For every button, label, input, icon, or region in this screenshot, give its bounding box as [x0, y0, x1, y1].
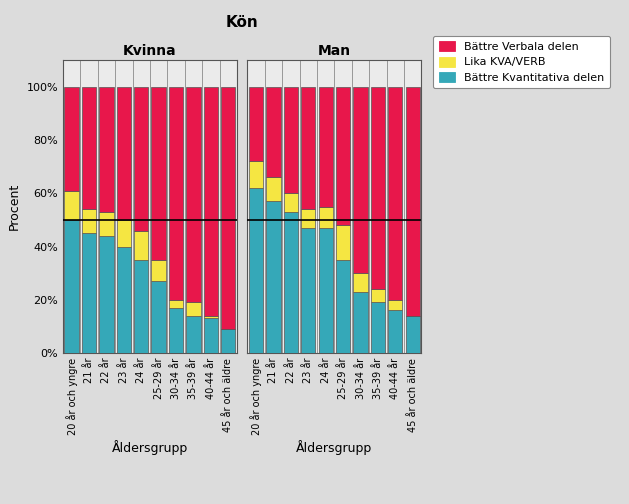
Bar — [64, 87, 79, 191]
Legend: Bättre Verbala delen, Lika KVA/VERB, Bättre Kvantitativa delen: Bättre Verbala delen, Lika KVA/VERB, Bät… — [433, 36, 610, 88]
Bar — [301, 228, 315, 353]
Bar — [318, 207, 333, 228]
Bar — [370, 87, 385, 289]
Bar — [64, 191, 79, 220]
Bar — [388, 300, 403, 310]
Bar — [284, 212, 298, 353]
Bar — [186, 302, 201, 316]
Y-axis label: Procent: Procent — [8, 183, 21, 230]
Bar — [99, 87, 114, 212]
Bar — [64, 220, 79, 353]
Bar — [169, 87, 183, 300]
Bar — [186, 87, 201, 302]
X-axis label: Åldersgrupp: Åldersgrupp — [296, 440, 372, 455]
Bar — [117, 87, 131, 220]
Bar — [406, 316, 420, 353]
Bar — [82, 87, 96, 209]
Bar — [353, 87, 367, 273]
Bar — [134, 87, 148, 230]
Bar — [221, 329, 235, 353]
Bar — [134, 230, 148, 260]
Bar — [152, 260, 166, 281]
Bar — [204, 87, 218, 316]
Title: Kvinna: Kvinna — [123, 44, 177, 58]
Bar — [82, 209, 96, 233]
Bar — [388, 310, 403, 353]
Bar — [186, 316, 201, 353]
Bar — [117, 246, 131, 353]
Bar — [169, 307, 183, 353]
Bar — [388, 87, 403, 300]
Bar — [249, 161, 263, 188]
Bar — [266, 177, 281, 201]
Bar — [318, 87, 333, 207]
X-axis label: Åldersgrupp: Åldersgrupp — [112, 440, 188, 455]
Bar — [301, 87, 315, 209]
Bar — [318, 228, 333, 353]
Bar — [284, 87, 298, 194]
Bar — [204, 318, 218, 353]
Bar — [169, 300, 183, 307]
Bar — [221, 87, 235, 329]
Bar — [301, 209, 315, 228]
Text: Kön: Kön — [226, 15, 259, 30]
Bar — [370, 289, 385, 302]
Bar — [370, 302, 385, 353]
Bar — [152, 87, 166, 260]
Bar — [117, 220, 131, 246]
Bar — [353, 273, 367, 292]
Bar — [152, 281, 166, 353]
Bar — [249, 188, 263, 353]
Bar — [266, 201, 281, 353]
Bar — [204, 316, 218, 318]
Bar — [336, 87, 350, 225]
Bar — [99, 236, 114, 353]
Bar — [266, 87, 281, 177]
Bar — [134, 260, 148, 353]
Bar — [406, 87, 420, 316]
Bar — [99, 212, 114, 236]
Bar — [336, 225, 350, 260]
Bar — [284, 194, 298, 212]
Bar — [249, 87, 263, 161]
Title: Man: Man — [318, 44, 351, 58]
Bar — [82, 233, 96, 353]
Bar — [336, 260, 350, 353]
Bar — [353, 292, 367, 353]
